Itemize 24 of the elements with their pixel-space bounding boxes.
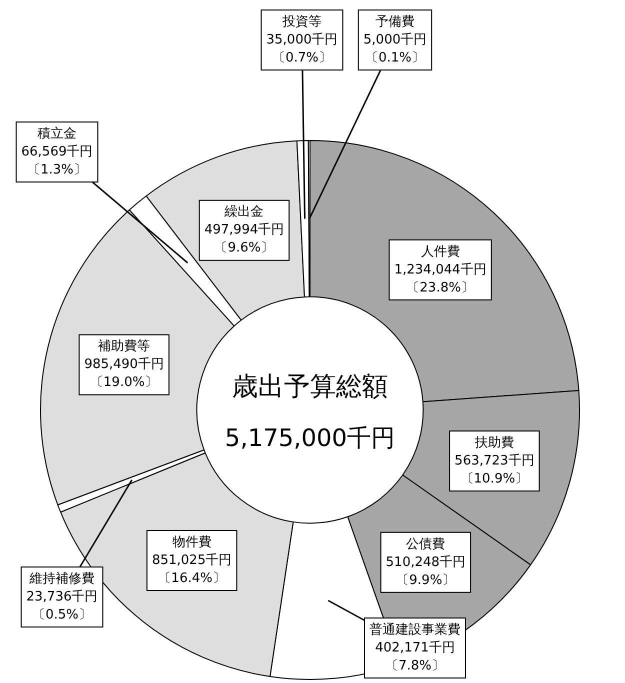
slice-label: 人件費 [420,244,460,260]
slice-label: 予備費 [376,14,414,30]
slice-label: 物件費 [172,534,212,550]
data-label: 66,569千円〔1.3%〕 [21,144,93,178]
text: 5,175,000千円 [224,424,396,452]
data-label: 563,723千円〔10.9%〕 [454,453,534,486]
data-label: 1,234,044千円〔23.8%〕 [394,262,486,296]
slice-label: 投資等 [282,14,322,30]
slice-label: 繰出金 [224,204,264,220]
data-label: 5,000千円〔0.1%〕 [363,32,427,66]
data-label: 510,248千円〔9.9%〕 [386,554,466,588]
data-label: 23,736千円〔0.5%〕 [26,589,98,622]
data-label: 35,000千円〔0.7%〕 [266,32,338,66]
data-label: 402,171千円〔7.8%〕 [375,640,455,674]
slice-label: 補助費等 [98,339,150,354]
slice-label: 扶助費 [474,435,514,450]
text: 歳出予算総額 [232,372,388,402]
slice-label: 維持補修費 [28,571,94,586]
slice-label: 積立金 [38,125,76,142]
slice-label: 公債費 [406,536,446,552]
data-label: 497,994千円〔9.6%〕 [204,222,284,256]
slice-label: 普通建設事業費 [370,621,460,638]
data-label: 851,025千円〔16.4%〕 [152,552,232,586]
data-label: 985,490千円〔19.0%〕 [84,357,164,390]
